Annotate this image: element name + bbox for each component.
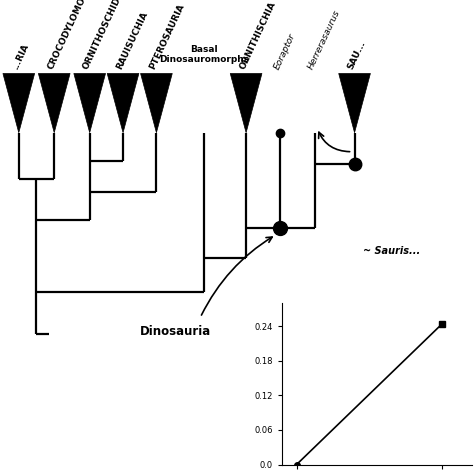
Text: Basal
Dinosauromorphs: Basal Dinosauromorphs [159, 45, 249, 64]
Text: ~ Sauris...: ~ Sauris... [363, 246, 420, 256]
Polygon shape [3, 73, 35, 133]
Polygon shape [74, 73, 106, 133]
Polygon shape [107, 73, 139, 133]
Text: PTEROSAURIA: PTEROSAURIA [148, 2, 187, 71]
Text: CROCODYLOMORPHA: CROCODYLOMORPHA [46, 0, 100, 71]
Polygon shape [339, 73, 370, 133]
Text: Herrerasaurus: Herrerasaurus [307, 9, 342, 71]
Text: Dinosauria: Dinosauria [139, 325, 211, 338]
Polygon shape [141, 73, 172, 133]
Polygon shape [38, 73, 70, 133]
Polygon shape [230, 73, 262, 133]
Text: SAU...: SAU... [346, 39, 367, 71]
Text: ORNITHOSCHIDAE: ORNITHOSCHIDAE [82, 0, 128, 71]
Text: ORNITHISCHIA: ORNITHISCHIA [238, 0, 277, 71]
Text: ...RIA: ...RIA [10, 43, 30, 71]
Text: RAUISUCHIA: RAUISUCHIA [115, 10, 150, 71]
Text: Eoraptor: Eoraptor [272, 32, 297, 71]
